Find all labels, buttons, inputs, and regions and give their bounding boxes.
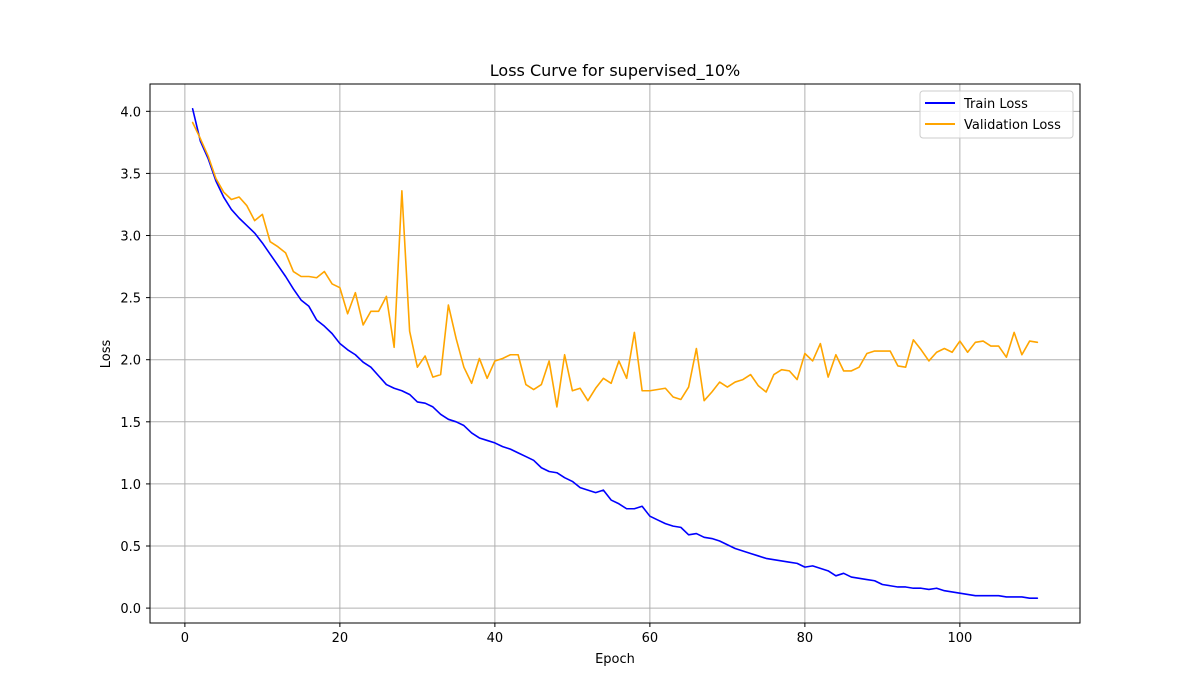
- y-tick-label: 3.0: [120, 230, 141, 245]
- legend-label-validation: Validation Loss: [964, 118, 1061, 133]
- axis-ticks: 0 20 40 60 80 100 0.0 0.5 1.0 1.5 2.0 2.5 3.0 3.5 4.0: [120, 105, 972, 646]
- y-axis-label: Loss: [99, 340, 114, 369]
- legend: Train Loss Validation Loss: [919, 90, 1074, 139]
- y-tick-label: 1.5: [120, 416, 141, 431]
- plot-frame: [149, 83, 1081, 624]
- x-tick-label: 80: [797, 631, 814, 646]
- y-tick-label: 3.5: [120, 167, 141, 182]
- y-tick-label: 2.0: [120, 354, 141, 369]
- legend-box: [919, 90, 1074, 139]
- y-tick-label: 2.5: [120, 292, 141, 307]
- x-tick-label: 0: [181, 631, 189, 646]
- y-tick-label: 1.0: [120, 478, 141, 493]
- x-tick-label: 20: [332, 631, 349, 646]
- y-tick-label: 0.5: [120, 540, 141, 555]
- y-tick-label: 4.0: [120, 105, 141, 120]
- x-axis-label: Epoch: [595, 652, 635, 667]
- x-tick-label: 100: [947, 631, 972, 646]
- series-lines: [191, 108, 1039, 599]
- legend-label-train: Train Loss: [963, 97, 1028, 112]
- y-tick-label: 0.0: [120, 602, 141, 617]
- plot-area: [150, 84, 1080, 623]
- chart-title: Loss Curve for supervised_10%: [490, 61, 740, 81]
- x-tick-label: 60: [642, 631, 659, 646]
- x-tick-label: 40: [487, 631, 504, 646]
- validation-loss-line: [191, 121, 1039, 408]
- train-loss-line: [191, 108, 1039, 599]
- grid: [150, 84, 1080, 623]
